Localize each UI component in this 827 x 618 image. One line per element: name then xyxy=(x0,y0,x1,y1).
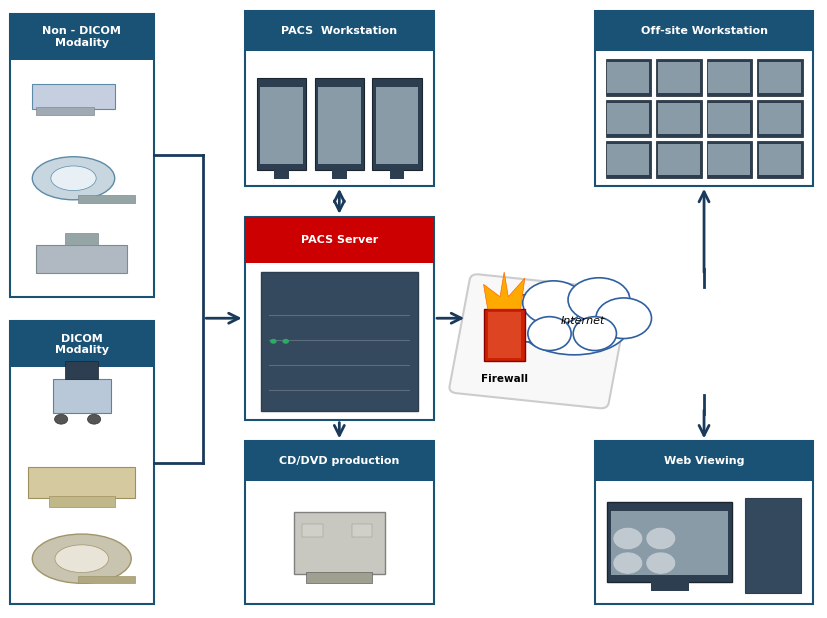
Bar xyxy=(657,62,700,93)
Ellipse shape xyxy=(32,534,131,583)
Bar xyxy=(351,524,372,536)
Ellipse shape xyxy=(528,316,571,350)
Bar xyxy=(607,62,649,93)
Bar xyxy=(605,141,651,178)
Bar xyxy=(314,78,364,170)
Circle shape xyxy=(613,552,643,574)
Bar xyxy=(65,232,98,245)
Bar xyxy=(657,103,700,135)
Bar xyxy=(607,103,649,135)
Bar xyxy=(375,87,418,164)
Bar xyxy=(605,99,651,137)
Bar xyxy=(484,309,525,362)
Bar xyxy=(78,195,136,203)
Bar xyxy=(757,99,802,137)
Bar xyxy=(261,87,303,164)
Bar xyxy=(372,78,422,170)
Bar xyxy=(657,145,700,176)
Bar xyxy=(745,499,801,593)
Text: PACS  Workstation: PACS Workstation xyxy=(281,25,398,36)
FancyBboxPatch shape xyxy=(449,274,629,408)
FancyBboxPatch shape xyxy=(10,14,154,297)
Bar xyxy=(656,141,701,178)
Text: Firewall: Firewall xyxy=(480,374,528,384)
Text: DICOM
Modality: DICOM Modality xyxy=(55,334,109,355)
Bar xyxy=(49,496,115,507)
Bar xyxy=(706,59,752,96)
Circle shape xyxy=(283,339,289,344)
Bar xyxy=(306,572,372,583)
Text: Off-site Workstation: Off-site Workstation xyxy=(641,25,767,36)
FancyBboxPatch shape xyxy=(595,11,813,51)
Ellipse shape xyxy=(32,157,115,200)
FancyBboxPatch shape xyxy=(245,217,434,420)
Text: CD/DVD production: CD/DVD production xyxy=(280,456,399,466)
Ellipse shape xyxy=(55,545,108,572)
Text: Web Viewing: Web Viewing xyxy=(664,456,744,466)
Bar xyxy=(656,59,701,96)
Bar xyxy=(656,99,701,137)
Bar xyxy=(758,145,801,176)
Ellipse shape xyxy=(573,316,616,350)
Ellipse shape xyxy=(50,166,96,190)
Bar xyxy=(32,84,115,109)
Ellipse shape xyxy=(523,281,585,325)
FancyBboxPatch shape xyxy=(245,11,434,51)
FancyBboxPatch shape xyxy=(245,217,434,263)
FancyBboxPatch shape xyxy=(10,321,154,604)
Circle shape xyxy=(270,339,277,344)
Bar xyxy=(708,62,750,93)
Polygon shape xyxy=(484,272,525,309)
Bar xyxy=(257,78,306,170)
Bar xyxy=(36,108,94,115)
Bar xyxy=(36,245,127,273)
Bar xyxy=(607,502,733,582)
Bar xyxy=(318,87,361,164)
Bar xyxy=(708,145,750,176)
Bar xyxy=(611,511,729,575)
Bar xyxy=(758,62,801,93)
Circle shape xyxy=(55,414,68,424)
Bar xyxy=(757,141,802,178)
Ellipse shape xyxy=(568,277,630,322)
FancyBboxPatch shape xyxy=(245,441,434,481)
Circle shape xyxy=(613,527,643,549)
Bar xyxy=(28,467,136,498)
Bar xyxy=(65,361,98,379)
Text: PACS Server: PACS Server xyxy=(301,235,378,245)
Bar xyxy=(294,512,385,574)
FancyBboxPatch shape xyxy=(245,441,434,604)
Bar xyxy=(78,576,136,583)
FancyBboxPatch shape xyxy=(10,321,154,368)
FancyBboxPatch shape xyxy=(595,441,813,604)
Text: Internet: Internet xyxy=(560,316,605,326)
Circle shape xyxy=(88,414,101,424)
Bar xyxy=(708,103,750,135)
Text: Non - DICOM
Modality: Non - DICOM Modality xyxy=(42,26,122,48)
Bar xyxy=(607,145,649,176)
Bar xyxy=(488,312,521,358)
Bar xyxy=(706,99,752,137)
Bar xyxy=(261,272,418,410)
Bar xyxy=(651,580,689,591)
Ellipse shape xyxy=(519,294,630,355)
Bar xyxy=(757,59,802,96)
Bar xyxy=(605,59,651,96)
Ellipse shape xyxy=(596,298,652,339)
Ellipse shape xyxy=(495,295,563,342)
Circle shape xyxy=(646,552,676,574)
FancyBboxPatch shape xyxy=(10,14,154,60)
Bar xyxy=(53,379,111,413)
FancyBboxPatch shape xyxy=(595,441,813,481)
Bar xyxy=(758,103,801,135)
Bar xyxy=(275,170,289,179)
Circle shape xyxy=(646,527,676,549)
Bar xyxy=(332,170,347,179)
FancyBboxPatch shape xyxy=(245,11,434,186)
FancyBboxPatch shape xyxy=(595,11,813,186)
Bar xyxy=(390,170,404,179)
Bar xyxy=(302,524,323,536)
Bar xyxy=(706,141,752,178)
